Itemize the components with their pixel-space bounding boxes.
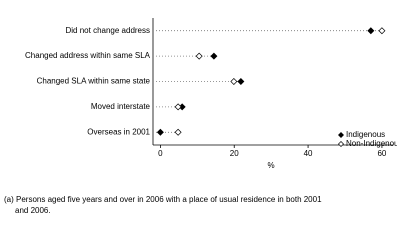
dot <box>367 27 375 35</box>
dot <box>174 128 182 136</box>
y-tick-label: Changed address within same SLA <box>25 51 151 60</box>
legend-label: Indigenous <box>346 130 385 139</box>
dot <box>195 52 203 60</box>
dot <box>174 103 182 111</box>
x-axis-label: % <box>267 161 274 170</box>
x-tick-label: 60 <box>377 149 386 158</box>
x-tick-label: 40 <box>304 149 313 158</box>
dot <box>230 78 238 85</box>
footnote: (a) Persons aged five years and over in … <box>4 195 322 204</box>
chart: % (a) Persons aged five years and over i… <box>4 18 397 215</box>
footnote: and 2006. <box>15 206 51 215</box>
x-tick-label: 0 <box>158 149 163 158</box>
dot <box>156 128 164 136</box>
legend-marker <box>338 141 344 147</box>
legend-marker <box>338 132 344 138</box>
legend-label: Non-Indigenous <box>346 139 397 148</box>
y-tick-label: Overseas in 2001 <box>87 127 150 136</box>
dot <box>237 78 245 85</box>
y-tick-label: Moved interstate <box>91 102 151 111</box>
y-tick-label: Did not change address <box>66 26 151 35</box>
y-tick-label: Changed SLA within same state <box>37 77 151 86</box>
dot <box>210 52 218 60</box>
x-tick-label: 20 <box>230 149 239 158</box>
dot <box>378 27 386 35</box>
